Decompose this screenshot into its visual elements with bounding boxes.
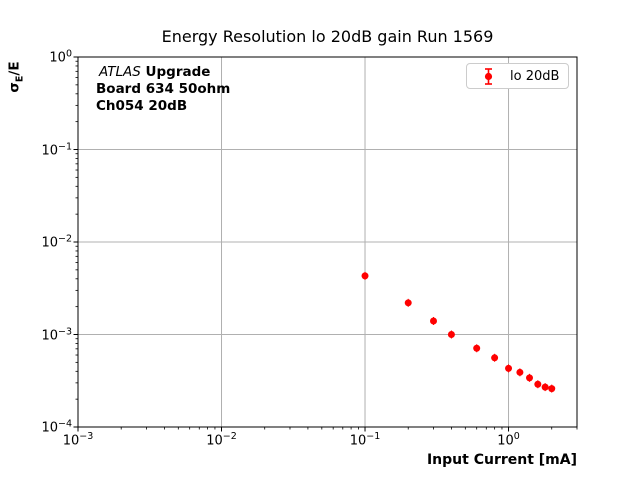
x-tick-label: 100 xyxy=(497,431,520,449)
plot-border xyxy=(77,56,578,428)
x-axis-label: Input Current [mA] xyxy=(426,452,577,468)
annotation-line-2: Board 634 50ohm xyxy=(96,81,231,97)
annotation-block: ATLAS Upgrade Board 634 50ohm Ch054 20dB xyxy=(96,64,230,115)
data-point xyxy=(541,383,549,391)
legend-entry-label: lo 20dB xyxy=(510,68,560,84)
chart-title: Energy Resolution lo 20dB gain Run 1569 xyxy=(161,27,494,46)
data-point xyxy=(491,354,499,362)
data-point xyxy=(404,299,412,307)
legend-marker-errorbar-icon xyxy=(484,67,493,85)
y-tick-label: 10−2 xyxy=(41,233,72,251)
annotation-experiment-suffix: Upgrade xyxy=(140,64,211,80)
x-tick-label: 10−1 xyxy=(349,431,381,449)
data-point xyxy=(473,344,481,352)
data-point xyxy=(505,364,513,372)
data-point xyxy=(548,385,556,393)
y-tick-label: 10−4 xyxy=(41,418,72,436)
data-point xyxy=(534,380,542,388)
data-point xyxy=(447,331,455,338)
data-point xyxy=(429,317,437,325)
y-tick-label: 10−3 xyxy=(41,325,72,344)
annotation-experiment: ATLAS xyxy=(99,64,141,80)
x-tick-label: 10−2 xyxy=(206,431,237,449)
annotation-line-1: ATLAS Upgrade xyxy=(96,64,230,81)
y-tick-label: 10−1 xyxy=(41,140,72,159)
annotation-line-3: Ch054 20dB xyxy=(96,98,188,114)
y-tick-label: 100 xyxy=(49,48,72,66)
x-tick-label: 10−3 xyxy=(62,431,94,449)
legend-box: lo 20dB xyxy=(466,63,569,89)
data-point xyxy=(525,374,533,382)
data-point xyxy=(361,272,369,280)
data-point xyxy=(516,368,524,376)
